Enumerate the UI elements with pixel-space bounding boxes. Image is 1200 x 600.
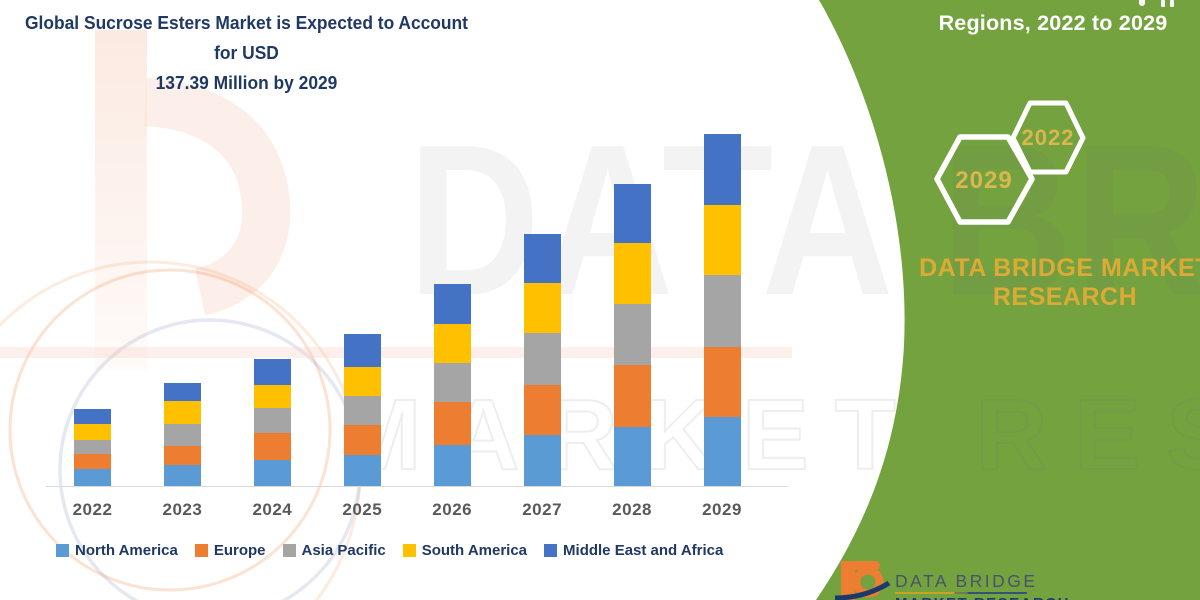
logo-subtext-clipped: MARKET RESEARCH <box>895 595 1070 600</box>
logo-wordmark: DATA BRIDGE <box>895 571 1038 591</box>
bar-segment-2024-south-america <box>253 385 291 408</box>
bar-segment-2026-europe <box>433 402 471 445</box>
databridge-logo: DATA BRIDGE MARKET RESEARCH <box>835 556 1165 600</box>
bar-segment-2026-middle-east-and-africa <box>433 284 471 324</box>
legend-item-north-america: North America <box>56 542 178 559</box>
bar-segment-2028-europe <box>613 365 651 427</box>
bar-segment-2024-europe <box>253 433 291 460</box>
legend-item-middle-east-and-africa: Middle East and Africa <box>544 542 723 559</box>
bar-segment-2027-south-america <box>523 283 561 333</box>
bar-segment-2022-middle-east-and-africa <box>74 409 111 424</box>
pink-watermark-band <box>0 347 792 358</box>
logo-divider <box>895 592 1027 594</box>
bar-segment-2029-south-america <box>703 205 741 275</box>
bar-segment-2023-north-america <box>163 465 201 486</box>
clipped-text-fragment <box>1170 0 1174 7</box>
bar-segment-2029-middle-east-and-africa <box>703 134 741 205</box>
hexagon-2029-icon <box>934 134 1035 225</box>
hexagon-year-2022: 2022 <box>1021 125 1075 150</box>
bar-segment-2025-north-america <box>343 455 381 486</box>
legend-item-europe: Europe <box>194 542 266 559</box>
legend-swatch-icon <box>56 544 69 557</box>
hexagon-year-2029: 2029 <box>955 167 1013 194</box>
x-axis-label-2023: 2023 <box>162 500 203 519</box>
bar-segment-2022-south-america <box>74 424 111 440</box>
hexagon-badges <box>934 100 1086 225</box>
brand-line1: DATA BRIDGE MARKET <box>919 254 1200 282</box>
bar-segment-2024-north-america <box>253 460 291 486</box>
clipped-text-fragment <box>1139 0 1145 6</box>
bar-segment-2028-north-america <box>613 427 651 486</box>
x-axis-label-2027: 2027 <box>522 500 563 519</box>
bar-2028 <box>613 184 651 486</box>
bar-segment-2029-asia-pacific <box>703 275 741 347</box>
x-axis-label-2024: 2024 <box>252 500 293 519</box>
x-axis-label-2028: 2028 <box>612 500 652 519</box>
bar-segment-2025-south-america <box>343 367 381 396</box>
bar-segment-2025-europe <box>343 425 381 455</box>
bar-segment-2029-north-america <box>703 417 741 486</box>
legend-swatch-icon <box>544 544 558 557</box>
bar-segment-2027-asia-pacific <box>523 333 561 385</box>
bar-segment-2029-europe <box>703 347 741 417</box>
bar-segment-2024-asia-pacific <box>253 408 291 433</box>
bar-2024 <box>253 359 291 486</box>
bar-2029 <box>703 134 741 486</box>
bar-segment-2026-asia-pacific <box>433 363 471 402</box>
bar-segment-2028-middle-east-and-africa <box>613 184 651 243</box>
panel-heading: Regions, 2022 to 2029 <box>938 11 1168 35</box>
bar-segment-2024-middle-east-and-africa <box>253 359 291 385</box>
x-axis-line <box>46 486 788 487</box>
x-axis-label-2022: 2022 <box>72 500 113 519</box>
legend-swatch-icon <box>402 544 416 557</box>
legend-label: Middle East and Africa <box>563 542 724 559</box>
legend-item-asia-pacific: Asia Pacific <box>282 542 386 559</box>
chart-title-line1: Global Sucrose Esters Market is Expected… <box>25 12 468 63</box>
brand-name: DATA BRIDGE MARKET RESEARCH <box>885 254 1200 312</box>
green-side-panel <box>816 0 1200 600</box>
bar-segment-2026-north-america <box>433 445 471 486</box>
bar-segment-2023-asia-pacific <box>163 424 201 446</box>
legend-label: South America <box>421 542 528 559</box>
bar-segment-2028-south-america <box>613 243 651 304</box>
bar-segment-2027-europe <box>523 385 561 435</box>
bar-segment-2023-europe <box>163 446 201 465</box>
bar-segment-2025-asia-pacific <box>343 396 381 425</box>
legend-label: Europe <box>213 542 266 559</box>
legend-label: Asia Pacific <box>301 542 386 559</box>
legend-item-south-america: South America <box>402 542 528 559</box>
chart-title-line2: 137.39 Million by 2029 <box>155 72 338 93</box>
bar-segment-2022-north-america <box>74 469 111 486</box>
bar-segment-2028-asia-pacific <box>613 304 651 365</box>
x-axis-label-2025: 2025 <box>342 500 383 519</box>
brand-line2: RESEARCH <box>992 283 1138 311</box>
chart-title: Global Sucrose Esters Market is Expected… <box>15 8 478 98</box>
bar-2023 <box>163 383 201 486</box>
x-axis-label-2026: 2026 <box>432 500 473 519</box>
bar-segment-2026-south-america <box>433 324 471 363</box>
bar-segment-2027-middle-east-and-africa <box>523 234 561 283</box>
bar-2027 <box>523 234 561 486</box>
hexagon-2022-icon <box>1010 100 1086 175</box>
panel-content: Regions, 2022 to 2029 2029 2022 DATA BRI… <box>800 0 1200 600</box>
bar-2022 <box>74 409 111 486</box>
bar-segment-2025-middle-east-and-africa <box>343 334 381 367</box>
bar-segment-2023-middle-east-and-africa <box>163 383 201 401</box>
chart-legend: North America Europe Asia Pacific South Ame… <box>56 542 723 559</box>
bar-2026 <box>433 284 471 486</box>
bar-segment-2023-south-america <box>163 401 201 424</box>
legend-swatch-icon <box>194 544 208 557</box>
databridge-b-icon <box>835 561 891 600</box>
legend-swatch-icon <box>282 544 296 557</box>
bar-2025 <box>343 334 381 486</box>
clipped-text-fragment <box>1161 0 1165 7</box>
bar-segment-2027-north-america <box>523 435 561 486</box>
stacked-bar-chart: 2022 2023 2024 2025 2026 2027 2028 2029 <box>46 134 788 519</box>
x-axis-label-2029: 2029 <box>702 500 742 519</box>
bar-segment-2022-asia-pacific <box>74 440 111 454</box>
bar-segment-2022-europe <box>74 454 111 469</box>
legend-label: North America <box>75 542 178 559</box>
